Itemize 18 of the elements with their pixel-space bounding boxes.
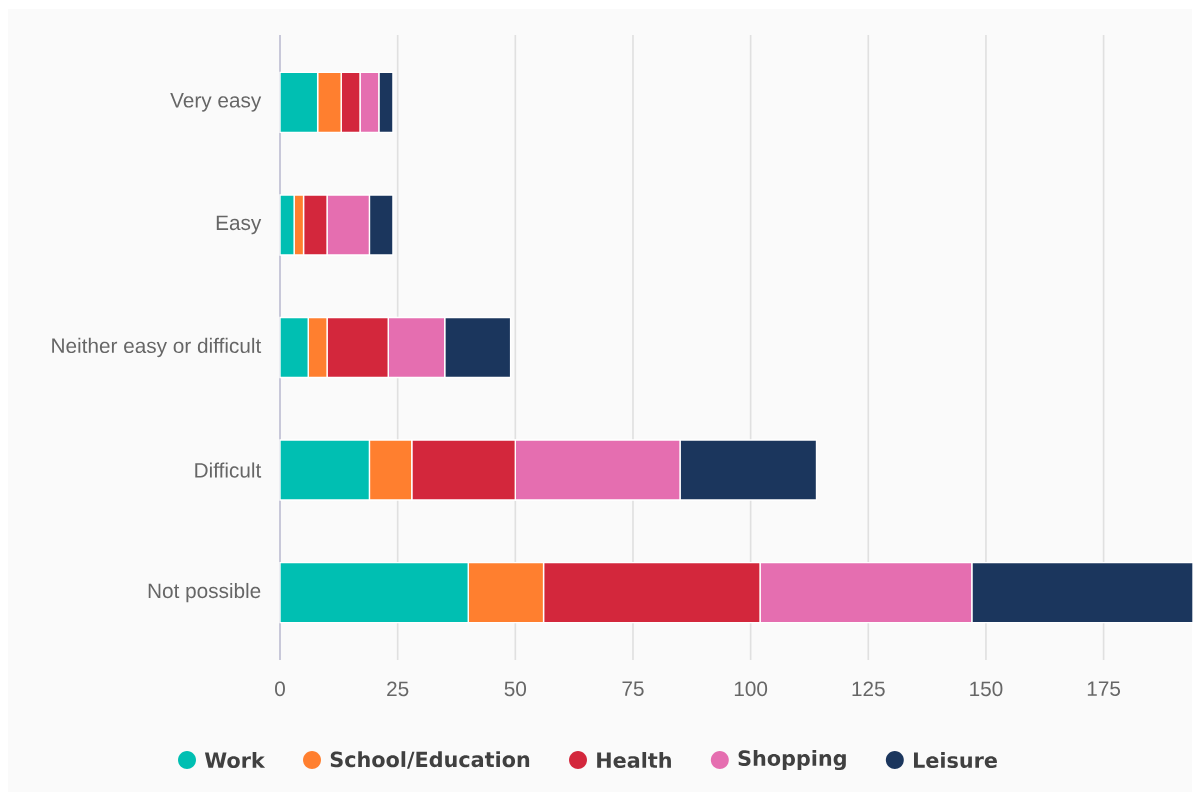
x-tick-label: 125 [852, 681, 885, 697]
x-tick-label: 150 [970, 681, 1003, 697]
x-tick-label: 75 [622, 681, 644, 696]
x-tick-label: 100 [734, 681, 768, 697]
legend-label: School/Education [330, 751, 530, 769]
legend-label: Shopping [738, 749, 846, 771]
legend-label: Health [597, 751, 671, 769]
y-tick-label: Difficult [195, 462, 262, 478]
x-tick-label: 25 [387, 681, 409, 697]
y-tick-label: Not possible [148, 582, 261, 603]
y-tick-label: Very easy [170, 93, 262, 112]
legend-label: Work [204, 751, 266, 769]
x-tick-label: 0 [275, 681, 285, 697]
x-tick-label: 50 [504, 681, 527, 697]
x-tick-label: 175 [1087, 681, 1121, 696]
y-tick-label: Neither easy or difficult [52, 337, 262, 358]
y-tick-label: Easy [216, 215, 262, 235]
legend-label: Leisure [914, 751, 997, 769]
